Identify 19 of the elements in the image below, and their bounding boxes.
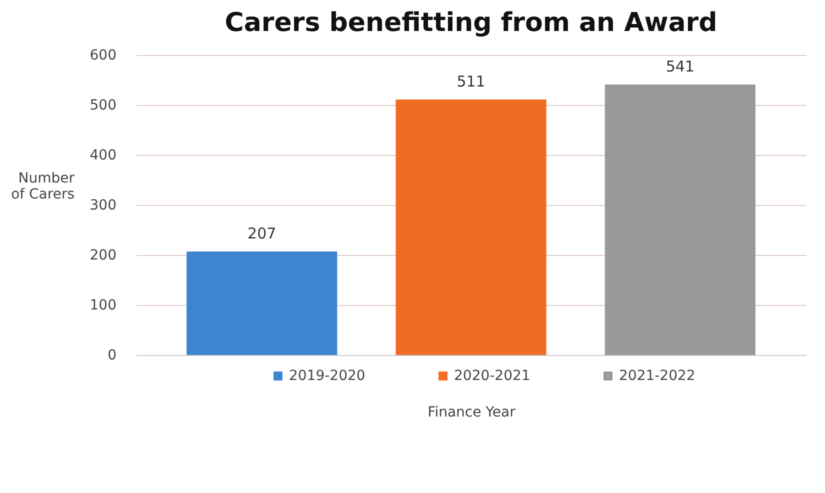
y-tick-label: 300 (90, 198, 116, 214)
data-label: 511 (456, 72, 486, 90)
y-tick-label: 500 (90, 98, 116, 114)
bar (186, 252, 338, 355)
bar (396, 100, 546, 355)
legend-label: 2019-2020 (289, 368, 366, 384)
y-tick-label: 600 (90, 48, 116, 64)
y-axis-title: Number of Carers (11, 170, 75, 202)
data-label: 207 (248, 224, 276, 242)
bar (604, 84, 756, 355)
legend-label: 2020-2021 (454, 368, 530, 384)
y-tick-label: 400 (90, 148, 116, 164)
chart-title: Carers benefitting from an Award (224, 8, 718, 38)
y-tick-label: 200 (90, 248, 116, 264)
x-axis-title: Finance Year (428, 404, 516, 420)
legend-label: 2021-2022 (619, 368, 696, 384)
y-tick-label: 100 (90, 298, 116, 314)
y-tick-label: 0 (108, 348, 116, 364)
data-label: 541 (666, 58, 694, 76)
